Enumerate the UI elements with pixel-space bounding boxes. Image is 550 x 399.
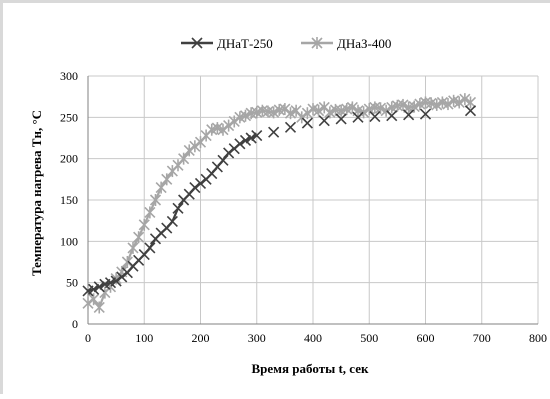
- data-point: [116, 271, 128, 283]
- data-point: [178, 152, 190, 165]
- data-point: [234, 138, 246, 150]
- data-point: [189, 182, 201, 194]
- data-point: [397, 98, 409, 111]
- y-axis-label: Температура нагрева Tн, °C: [29, 110, 44, 276]
- data-point: [149, 194, 162, 206]
- data-point: [223, 119, 235, 132]
- data-point: [239, 109, 252, 122]
- y-tick-label: 50: [66, 276, 78, 290]
- x-axis-label: Время работы t, сек: [252, 361, 370, 376]
- data-point: [419, 108, 432, 120]
- data-point: [239, 134, 252, 147]
- data-point: [189, 140, 201, 153]
- data-point: [155, 181, 167, 194]
- x-tick-label: 600: [417, 331, 435, 345]
- data-point: [408, 100, 420, 113]
- data-point: [431, 98, 443, 111]
- data-point: [301, 107, 313, 120]
- data-point: [284, 121, 297, 133]
- data-point: [464, 96, 477, 109]
- data-point: [245, 132, 257, 144]
- axes: 0 50 100 150 200 250 300 0 100 200 300 400 500 600 700…: [60, 69, 547, 345]
- series-line: [87, 97, 472, 310]
- data-point: [459, 93, 471, 106]
- data-point: [346, 101, 358, 114]
- x-tick-label: 400: [304, 331, 322, 345]
- y-tick-label: 250: [60, 110, 78, 124]
- x-tick-label: 100: [135, 331, 153, 345]
- data-point: [82, 297, 94, 310]
- data-point: [318, 101, 330, 114]
- data-point: [172, 202, 184, 214]
- data-point: [228, 115, 240, 128]
- data-point: [284, 107, 297, 120]
- series-line: [88, 111, 471, 291]
- data-point: [121, 256, 133, 268]
- data-point: [464, 105, 477, 117]
- x-tick-label: 300: [248, 331, 266, 345]
- legend-marker: [191, 37, 203, 49]
- data-point: [335, 113, 347, 125]
- data-point: [166, 215, 178, 228]
- data-point: [369, 110, 381, 123]
- x-tick-label: 0: [85, 331, 91, 345]
- data-point: [313, 104, 325, 117]
- y-tick-label: 200: [60, 152, 78, 166]
- data-point: [144, 206, 156, 219]
- data-point: [138, 218, 150, 231]
- x-tick-label: 200: [192, 331, 210, 345]
- chart-svg: 0 50 100 150 200 250 300 0 100 200 300 400 500 600 700…: [29, 36, 547, 376]
- data-point: [442, 98, 454, 111]
- data-point: [93, 301, 105, 314]
- data-point: [161, 173, 173, 186]
- series: [82, 93, 477, 314]
- data-point: [88, 283, 100, 295]
- x-tick-label: 800: [529, 331, 547, 345]
- data-point: [194, 177, 207, 190]
- data-point: [93, 281, 105, 293]
- chart-area: 0 50 100 150 200 250 300 0 100 200 300 400 500 600 700…: [3, 3, 550, 394]
- data-point: [133, 231, 145, 244]
- data-point: [217, 154, 229, 166]
- data-point: [268, 106, 280, 119]
- data-point: [268, 126, 280, 138]
- data-point: [301, 117, 313, 129]
- data-point: [279, 103, 291, 116]
- data-point: [374, 102, 387, 115]
- data-point: [403, 109, 415, 121]
- y-tick-label: 150: [60, 193, 78, 207]
- legend-item: ДНаТ-250: [181, 36, 273, 51]
- x-tick-label: 700: [473, 331, 491, 345]
- legend-marker: [311, 37, 323, 49]
- x-tick-label: 500: [360, 331, 378, 345]
- data-point: [318, 115, 330, 127]
- series-1: [82, 105, 477, 297]
- data-point: [88, 293, 100, 306]
- legend-item: ДНаЗ-400: [301, 36, 391, 51]
- data-point: [127, 241, 139, 254]
- data-point: [453, 96, 465, 109]
- data-point: [324, 106, 336, 119]
- data-point: [183, 144, 195, 157]
- data-point: [386, 110, 398, 122]
- y-tick-label: 100: [60, 234, 78, 248]
- data-point: [352, 111, 364, 123]
- legend: ДНаТ-250 ДНаЗ-400: [181, 36, 391, 51]
- legend-label: ДНаЗ-400: [337, 36, 391, 51]
- y-tick-label: 300: [60, 69, 78, 83]
- data-point: [144, 242, 156, 254]
- y-tick-label: 0: [72, 317, 78, 331]
- data-point: [223, 147, 235, 159]
- data-point: [217, 123, 229, 136]
- data-point: [251, 129, 263, 142]
- series-2: [82, 93, 477, 314]
- data-point: [110, 275, 122, 287]
- legend-label: ДНаТ-250: [217, 36, 273, 51]
